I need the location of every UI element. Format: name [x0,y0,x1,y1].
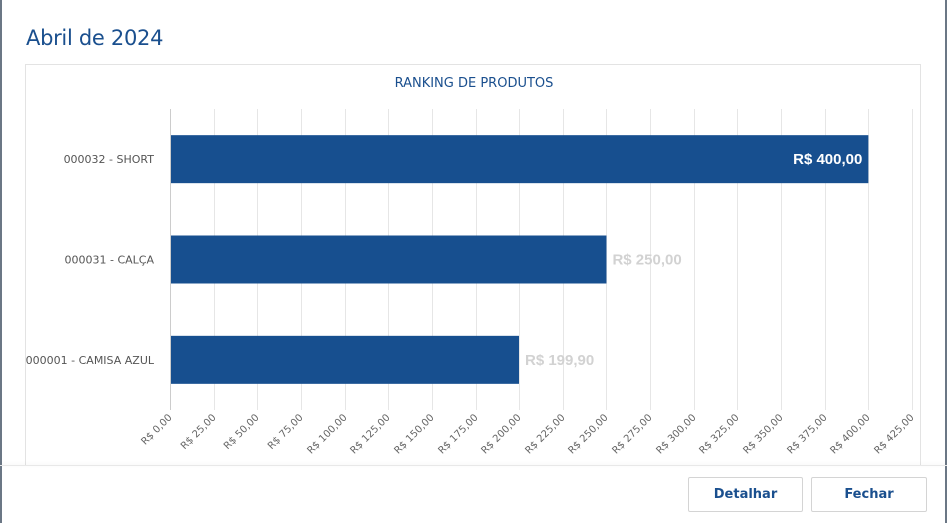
category-label: 000031 - CALÇA [65,254,155,267]
window-edge-right [945,0,947,523]
x-tick-label: R$ 75,00 [266,412,306,452]
x-tick-label: R$ 250,00 [566,412,610,456]
x-tick-label: R$ 275,00 [610,412,654,456]
x-tick-label: R$ 225,00 [523,412,567,456]
x-tick-label: R$ 350,00 [741,412,785,456]
x-tick-label: R$ 50,00 [222,412,262,452]
chart-title: RANKING DE PRODUTOS [395,76,554,91]
x-tick-label: R$ 400,00 [828,412,872,456]
close-button[interactable]: Fechar [811,477,927,512]
bar [170,235,607,284]
data-label: R$ 250,00 [612,252,681,269]
x-tick-label: R$ 375,00 [785,412,829,456]
category-label: 000032 - SHORT [64,153,155,166]
x-tick-label: R$ 425,00 [872,412,916,456]
detail-button[interactable]: Detalhar [688,477,803,512]
data-label: R$ 199,90 [525,352,594,369]
ranking-chart: RANKING DE PRODUTOS R$ 0,00 R$ 25,00 R$ 50,… [26,76,917,457]
x-tick-label: R$ 150,00 [392,412,436,456]
x-tick-label: R$ 325,00 [697,412,741,456]
window-edge-left [0,0,2,523]
x-tick-label: R$ 200,00 [479,412,523,456]
chart-card: RANKING DE PRODUTOS R$ 0,00 R$ 25,00 R$ 50,… [25,64,921,466]
bar [170,135,869,184]
x-tick-label: R$ 175,00 [436,412,480,456]
x-tick-label: R$ 100,00 [305,412,349,456]
data-label: R$ 400,00 [793,151,862,168]
category-label: 000001 - CAMISA AZUL [26,354,155,367]
x-tick-label: R$ 0,00 [139,412,174,447]
footer-divider [0,465,947,466]
x-tick-label: R$ 25,00 [179,412,219,452]
x-tick-label: R$ 125,00 [348,412,392,456]
x-tick-label: R$ 300,00 [654,412,698,456]
modal-title: Abril de 2024 [26,26,164,50]
bar [170,335,520,384]
